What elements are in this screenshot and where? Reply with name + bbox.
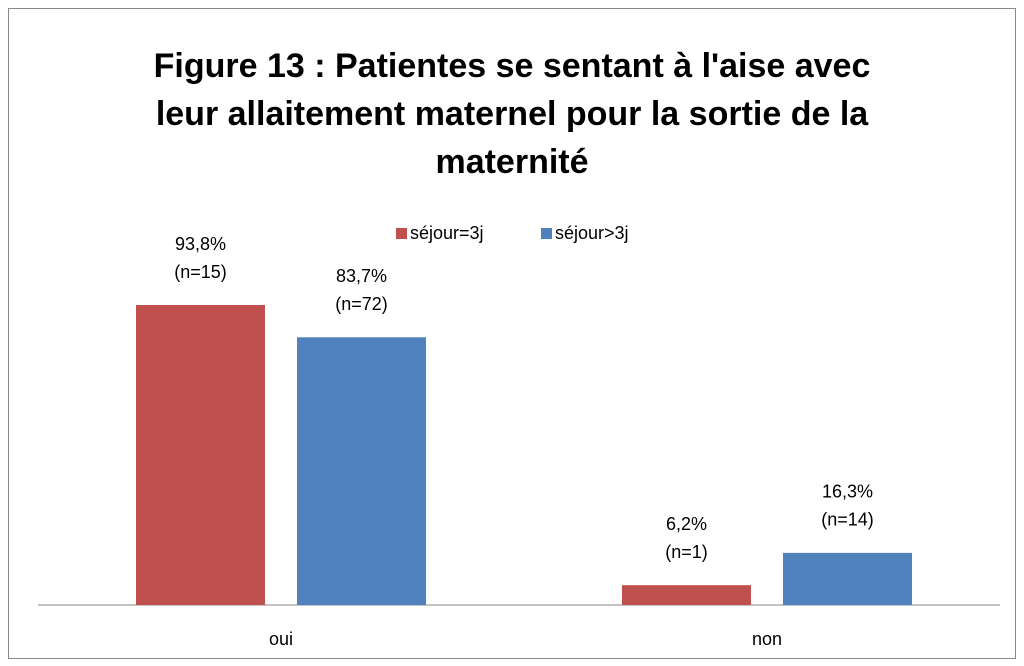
data-label: 93,8%: [175, 234, 226, 254]
bar: [783, 552, 912, 605]
data-label: (n=15): [174, 262, 227, 282]
legend-swatch: [396, 228, 407, 239]
data-label: 83,7%: [336, 266, 387, 286]
legend-swatch: [541, 228, 552, 239]
bar: [297, 337, 426, 605]
chart-title: maternité: [435, 143, 588, 181]
legend-label: séjour=3j: [410, 223, 484, 243]
chart-title: Figure 13 : Patientes se sentant à l'ais…: [154, 47, 871, 85]
legend-label: séjour>3j: [555, 223, 629, 243]
data-label: (n=72): [335, 294, 388, 314]
data-label: (n=1): [665, 542, 708, 562]
x-tick-label: oui: [269, 629, 293, 649]
bar: [136, 305, 265, 605]
data-label: 6,2%: [666, 514, 707, 534]
x-tick-label: non: [752, 629, 782, 649]
bar: [622, 585, 751, 605]
data-label: 16,3%: [822, 482, 873, 502]
chart-title: leur allaitement maternel pour la sortie…: [156, 95, 869, 133]
data-label: (n=14): [821, 510, 874, 530]
